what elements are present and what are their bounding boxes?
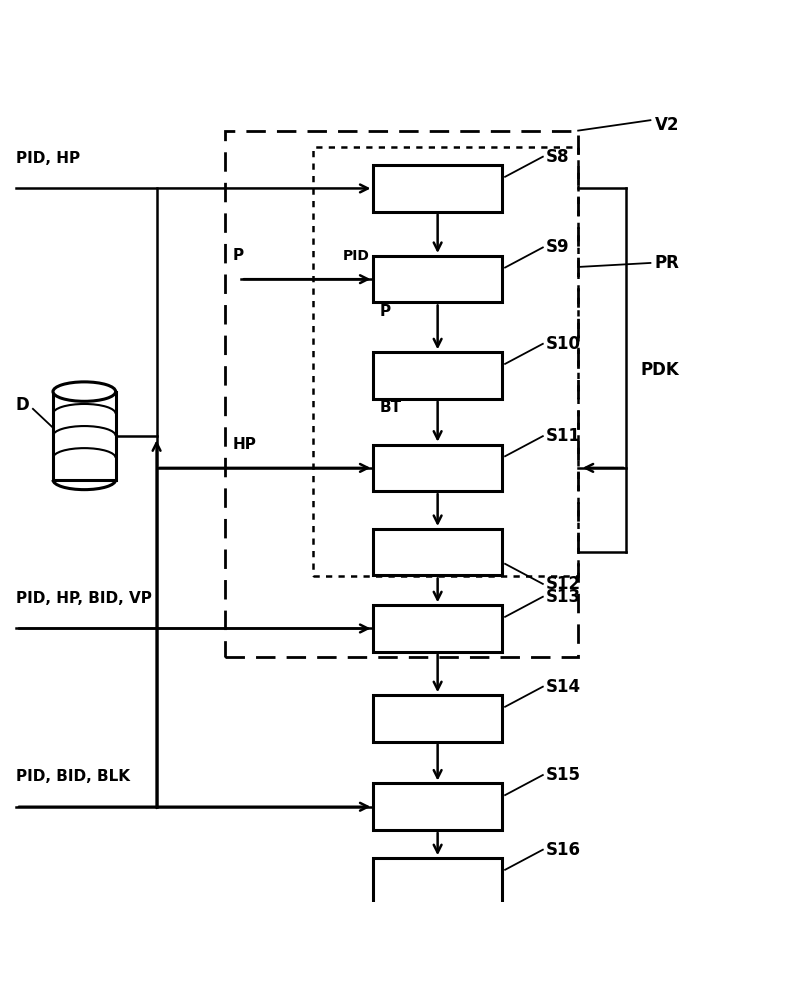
Text: PID: PID xyxy=(342,249,369,263)
Bar xyxy=(53,392,115,480)
Text: S13: S13 xyxy=(545,588,581,606)
Bar xyxy=(373,256,501,302)
Text: V2: V2 xyxy=(654,116,678,134)
Text: PDK: PDK xyxy=(640,361,678,379)
Text: D: D xyxy=(15,396,29,414)
Text: P: P xyxy=(233,248,244,263)
Text: P: P xyxy=(379,304,391,319)
Text: PR: PR xyxy=(654,254,678,272)
Bar xyxy=(313,147,577,576)
Text: S8: S8 xyxy=(545,148,569,166)
Text: PID, HP: PID, HP xyxy=(16,151,80,166)
Bar xyxy=(373,695,501,742)
Text: S16: S16 xyxy=(545,841,581,859)
Text: S14: S14 xyxy=(545,678,581,696)
Text: PID, HP, BID, VP: PID, HP, BID, VP xyxy=(16,591,152,606)
Bar xyxy=(373,605,501,652)
Text: S10: S10 xyxy=(545,335,581,353)
Text: S11: S11 xyxy=(545,427,581,445)
Bar xyxy=(373,165,501,212)
Bar xyxy=(373,529,501,575)
Ellipse shape xyxy=(53,382,115,401)
Bar xyxy=(225,131,577,657)
Bar xyxy=(373,352,501,399)
Bar xyxy=(373,858,501,905)
Text: BT: BT xyxy=(379,400,402,415)
Bar xyxy=(373,445,501,491)
Text: S9: S9 xyxy=(545,238,569,256)
Text: S15: S15 xyxy=(545,766,581,784)
Text: S12: S12 xyxy=(545,575,581,593)
Text: PID, BID, BLK: PID, BID, BLK xyxy=(16,769,130,784)
Text: HP: HP xyxy=(233,437,257,452)
Bar xyxy=(373,783,501,830)
